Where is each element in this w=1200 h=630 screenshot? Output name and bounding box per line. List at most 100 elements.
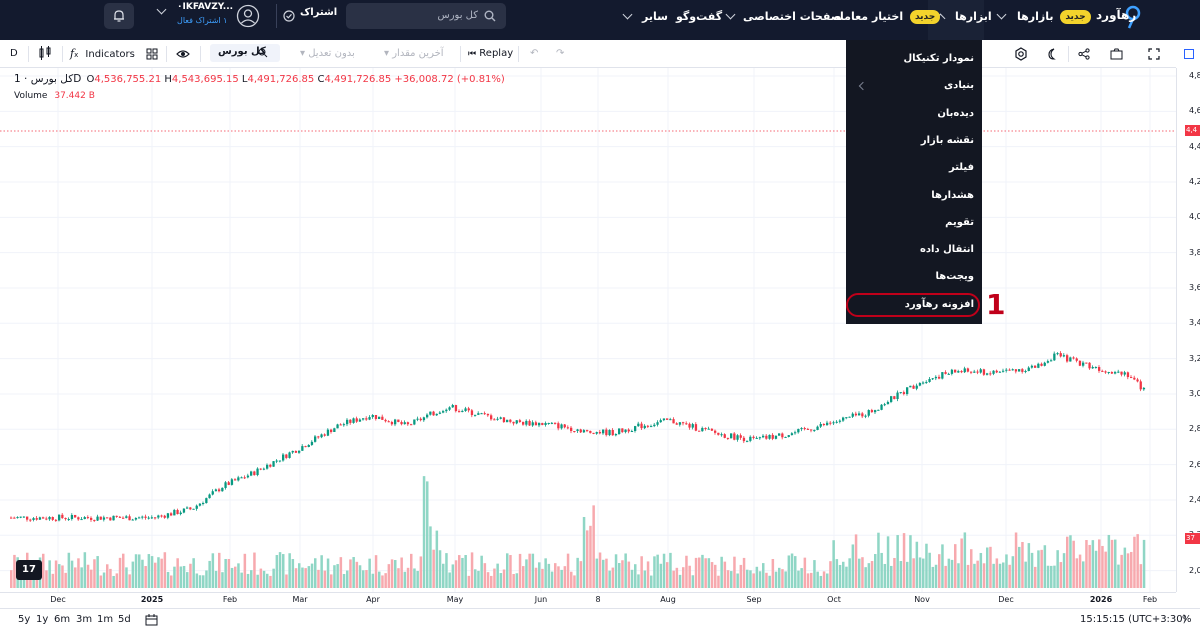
dropdown-item[interactable]: تقویم	[945, 216, 974, 228]
volume-bar	[864, 567, 867, 588]
redo-button[interactable]: ↷	[556, 48, 565, 59]
price-tick: 2,8	[1189, 424, 1200, 434]
candle	[963, 368, 966, 373]
share-button[interactable]	[1078, 45, 1090, 63]
clock[interactable]: 15:15:15 (UTC+3:30)	[1080, 614, 1187, 625]
visibility-button[interactable]	[176, 45, 190, 63]
search-input[interactable]: کل بورس	[346, 3, 506, 29]
last-value-dropdown[interactable]: ▾ آخرین مقدار	[384, 45, 444, 63]
dropdown-item[interactable]: دیده‌بان	[937, 107, 974, 119]
volume-bar	[902, 533, 906, 588]
nav-options[interactable]: جدید اختیار معامله	[833, 0, 943, 34]
volume-bar	[627, 561, 631, 588]
dropdown-item[interactable]: فیلتر	[948, 162, 974, 174]
interval-button[interactable]: D	[10, 48, 18, 59]
symbol-search-button[interactable]: کل بورس	[210, 44, 280, 62]
candle	[672, 419, 675, 424]
dropdown-item[interactable]: افزونه رهآورد	[904, 298, 974, 310]
volume-bar	[118, 557, 122, 588]
candle	[701, 427, 704, 432]
fullscreen-button[interactable]	[1148, 45, 1160, 63]
dropdown-item[interactable]: نمودار تکنیکال	[903, 53, 974, 64]
nav-markets[interactable]: جدید بازارها	[1017, 0, 1094, 34]
volume-bar	[442, 563, 445, 588]
candle	[208, 494, 211, 499]
price-chart[interactable]	[0, 68, 1176, 592]
candle	[83, 517, 86, 520]
volume-bar	[982, 563, 986, 588]
volume-bar	[339, 557, 343, 588]
candle	[538, 423, 541, 426]
volume-bar	[150, 556, 154, 588]
settings-button[interactable]	[1014, 45, 1028, 63]
user-menu[interactable]: ۰IKFAVZY... ۱ اشتراک فعال	[150, 0, 262, 34]
dropdown-item[interactable]: نقشه بازار	[920, 134, 974, 146]
candle	[832, 422, 835, 424]
nav-chat[interactable]: گفت‌وگو	[676, 10, 723, 23]
price-tick: 4,6	[1189, 106, 1200, 116]
time-axis[interactable]: Dec 2025 Feb Mar Apr May Jun 8 Aug Sep Oct Nov Dec 20…	[0, 592, 1176, 608]
theme-button[interactable]	[1046, 45, 1058, 63]
volume-bar	[992, 563, 995, 588]
candle	[938, 376, 941, 379]
indicators-label: Indicators	[85, 49, 135, 60]
replay-button[interactable]: ⏮ Replay	[468, 45, 513, 63]
volume-bar	[749, 570, 752, 588]
candle	[45, 518, 48, 520]
volume-bar	[893, 557, 896, 588]
chart-type-button[interactable]	[38, 45, 52, 63]
candle	[35, 518, 38, 520]
candle	[944, 372, 947, 374]
price-tick: 3,2	[1189, 353, 1200, 363]
volume-bar	[438, 550, 442, 588]
volume-bar	[906, 561, 909, 588]
volume-bar	[342, 573, 346, 588]
volume-bar	[458, 555, 461, 588]
layout-button[interactable]	[146, 45, 158, 63]
goto-date-button[interactable]	[145, 613, 159, 630]
tradingview-logo[interactable]: 17	[16, 560, 42, 580]
range-button[interactable]: 3m	[76, 614, 93, 625]
range-button[interactable]: 6m	[54, 614, 71, 625]
dropdown-item[interactable]: هشدارها	[931, 189, 974, 201]
candle	[1078, 360, 1082, 366]
volume-bar	[1059, 562, 1063, 588]
dropdown-item[interactable]: بنیادی	[944, 80, 974, 92]
volume-bar	[723, 561, 727, 588]
moon-icon	[1048, 48, 1056, 60]
volume-bar	[659, 563, 663, 588]
candle	[1002, 370, 1005, 372]
subscription-button[interactable]: اشتراک	[276, 4, 337, 28]
volume-bar	[1014, 532, 1018, 588]
range-button[interactable]: 5y	[18, 614, 31, 625]
range-button[interactable]: 1y	[36, 614, 49, 625]
range-button[interactable]: 1m	[97, 614, 114, 625]
notifications-button[interactable]	[104, 3, 134, 29]
logo-text[interactable]: رهآورد	[1096, 8, 1137, 22]
nav-custom-pages[interactable]: صفحات اختصاصی	[743, 10, 842, 23]
volume-bar	[960, 538, 963, 588]
candle	[397, 419, 400, 423]
percent-toggle[interactable]: %	[1182, 614, 1192, 625]
candle	[275, 460, 278, 462]
indicators-button[interactable]: fx Indicators	[70, 45, 135, 63]
time-tick: Sep	[746, 595, 762, 604]
dropdown-item[interactable]: ویجت‌ها	[935, 271, 974, 283]
dropdown-item[interactable]: انتقال داده	[920, 244, 974, 256]
candle	[1139, 381, 1142, 390]
candle	[1008, 369, 1011, 371]
nav-other[interactable]: سایر	[642, 10, 668, 23]
logo[interactable]	[1124, 4, 1142, 30]
volume-bar	[1046, 565, 1050, 588]
price-axis[interactable]: 4,8 4,6 4,4 4,2 4,0 3,8 3,6 3,4 3,2 3,0 2,8 2,6 2,4 2…	[1176, 68, 1200, 592]
volume-bar	[1136, 534, 1139, 588]
adjust-dropdown[interactable]: ▾ بدون تعدیل	[300, 45, 355, 63]
undo-button[interactable]: ↶	[530, 48, 539, 59]
camera-button[interactable]	[1110, 45, 1123, 63]
range-button[interactable]: 5d	[118, 614, 131, 625]
candle	[432, 411, 435, 416]
volume-bar	[480, 555, 483, 588]
volume-bar	[512, 574, 515, 588]
nav-tools[interactable]: ابزارها	[955, 10, 992, 23]
panel-toggle[interactable]	[1184, 49, 1194, 59]
